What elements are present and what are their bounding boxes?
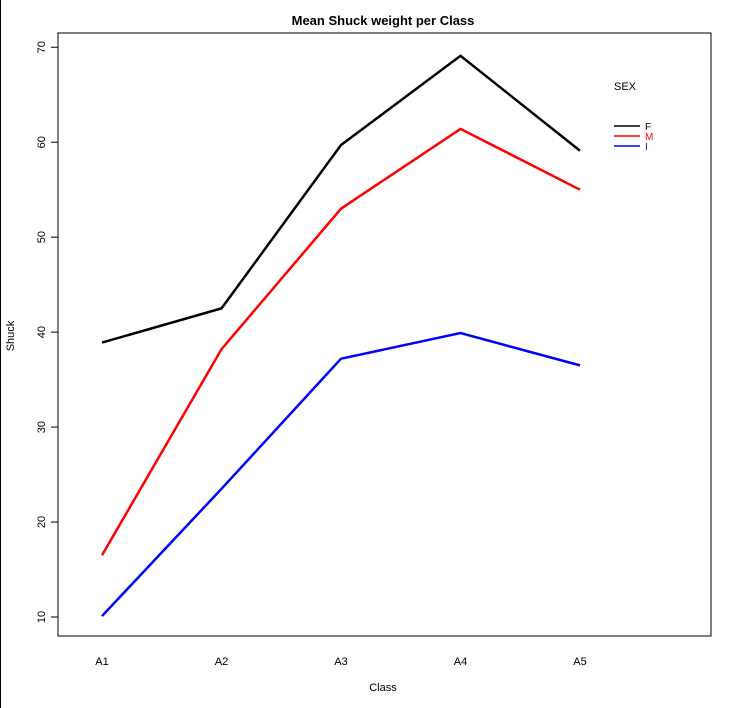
x-tick-label: A4 [454, 656, 467, 668]
x-tick-label: A3 [334, 656, 347, 668]
y-axis: 10 20 30 40 50 60 70 [36, 41, 59, 623]
legend: SEX FMI [614, 81, 653, 153]
y-tick-label: 20 [36, 516, 48, 528]
y-axis-label: Shuck [5, 320, 17, 351]
series-line-f [101, 54, 581, 344]
x-axis: A1 A2 A3 A4 A5 [95, 656, 586, 668]
series-line-i [101, 331, 581, 617]
x-axis-label: Class [369, 682, 397, 694]
chart-title: Mean Shuck weight per Class [292, 13, 475, 28]
legend-label-f: F [645, 122, 651, 133]
y-tick-label: 30 [36, 421, 48, 433]
y-tick-label: 40 [36, 326, 48, 338]
y-tick-label: 60 [36, 136, 48, 148]
series-line-m [100, 127, 581, 556]
x-tick-label: A5 [573, 656, 586, 668]
series-lines [100, 54, 581, 617]
legend-title: SEX [614, 81, 637, 93]
y-tick-label: 10 [36, 611, 48, 623]
plot-frame [57, 32, 712, 637]
legend-label-m: M [645, 132, 653, 143]
x-tick-label: A1 [95, 656, 108, 668]
legend-label-i: I [645, 142, 648, 153]
y-tick-label: 70 [36, 41, 48, 53]
legend-items: FMI [614, 122, 653, 153]
y-tick-label: 50 [36, 231, 48, 243]
x-tick-label: A2 [215, 656, 228, 668]
window-left-edge [0, 0, 1, 708]
